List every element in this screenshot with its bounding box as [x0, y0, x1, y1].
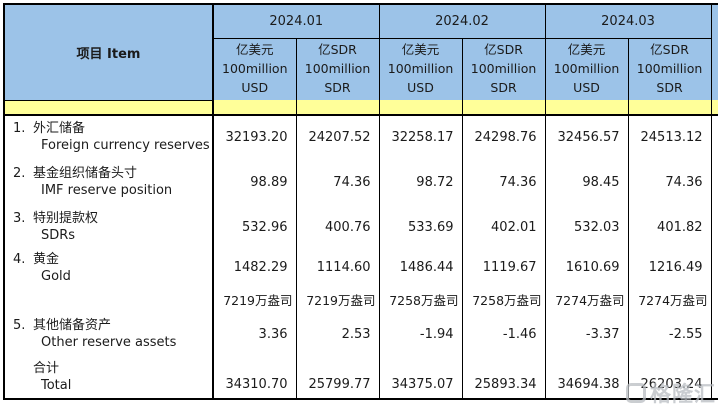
- cell-value: 7274万盎司: [627, 286, 712, 313]
- cell-value: 7219万盎司: [212, 286, 297, 313]
- cell-value: -1.94: [378, 312, 463, 356]
- cell-value: 1114.60: [295, 248, 380, 287]
- cell-value: 24513.12: [627, 114, 712, 159]
- table-row-gold-ounces: 7219万盎司 7219万盎司 7258万盎司 7258万盎司 7274万盎司 …: [3, 286, 718, 313]
- cell-value: 32456.57: [544, 114, 629, 159]
- row-label: 合计 Total: [3, 355, 214, 399]
- unit-header-usd-03: 亿美元 100million USD: [544, 37, 629, 100]
- table-row-sdrs: 3. 特别提款权 SDRs 532.96 400.76 533.69 402.01…: [3, 205, 718, 249]
- table-row-foreign-currency-reserves: 1. 外汇储备 Foreign currency reserves 32193.2…: [3, 114, 718, 159]
- cell-value: 1216.49: [627, 248, 712, 287]
- cell-value: -2.55: [627, 312, 712, 356]
- cell-value: 1486.44: [378, 248, 463, 287]
- cell-value: 3.36: [212, 312, 297, 356]
- cell-value: 25893.34: [461, 355, 546, 399]
- cell-value: 32193.20: [212, 114, 297, 159]
- cell-value: 400.76: [295, 205, 380, 249]
- row-label: [3, 286, 214, 313]
- cell-value: 7274万盎司: [544, 286, 629, 313]
- cell-value: 98.72: [378, 158, 463, 206]
- unit-header-row: 亿美元 100million USD 亿SDR 100million SDR 亿…: [4, 37, 718, 100]
- item-column-header: 项目 Item: [3, 3, 214, 101]
- table-row-gold: 4. 黄金 Gold 1482.29 1114.60 1486.44 1119.6…: [3, 248, 718, 287]
- unit-header-usd-02: 亿美元 100million USD: [378, 37, 463, 100]
- cell-value: 7258万盎司: [461, 286, 546, 313]
- cell-value: 7219万盎司: [295, 286, 380, 313]
- cell-value: 74.36: [461, 158, 546, 206]
- cell-value: 532.03: [544, 205, 629, 249]
- cell-value: 533.69: [378, 205, 463, 249]
- cell-value: 24298.76: [461, 114, 546, 159]
- unit-header-sdr-02: 亿SDR 100million SDR: [461, 37, 546, 100]
- row-label: 2. 基金组织储备头寸 IMF reserve position: [3, 158, 214, 206]
- cell-value: 26203.24: [627, 355, 712, 399]
- cell-value: 1482.29: [212, 248, 297, 287]
- cell-value: 1610.69: [544, 248, 629, 287]
- row-label: 3. 特别提款权 SDRs: [3, 205, 214, 249]
- cell-value: 98.45: [544, 158, 629, 206]
- cell-value: 25799.77: [295, 355, 380, 399]
- cell-value: 34375.07: [378, 355, 463, 399]
- cell-value: 401.82: [627, 205, 712, 249]
- cell-value: 74.36: [627, 158, 712, 206]
- unit-header-sdr-03: 亿SDR 100million SDR: [627, 37, 712, 100]
- cell-value: 24207.52: [295, 114, 380, 159]
- row-label: 5. 其他储备资产 Other reserve assets: [3, 312, 214, 356]
- cell-value: 34310.70: [212, 355, 297, 399]
- row-label: 1. 外汇储备 Foreign currency reserves: [3, 114, 214, 159]
- foreign-reserves-table: 项目 Item 2024.01 2024.02 2024.03 亿美元 100m…: [3, 3, 718, 400]
- cell-value: 2.53: [295, 312, 380, 356]
- cell-value: 34694.38: [544, 355, 629, 399]
- cell-value: 532.96: [212, 205, 297, 249]
- cell-value: 98.89: [212, 158, 297, 206]
- unit-header-sdr-01: 亿SDR 100million SDR: [295, 37, 380, 100]
- yellow-separator-row: [3, 100, 718, 116]
- cell-value: -3.37: [544, 312, 629, 356]
- month-header-2024-01: 2024.01: [212, 3, 380, 39]
- month-header-2024-03: 2024.03: [544, 3, 712, 39]
- month-header-row: 项目 Item 2024.01 2024.02 2024.03: [3, 3, 718, 101]
- row-label: 4. 黄金 Gold: [3, 248, 214, 287]
- cell-value: 74.36: [295, 158, 380, 206]
- cell-value: 1119.67: [461, 248, 546, 287]
- next-month-column-cut: [710, 3, 718, 100]
- table-row-total: 合计 Total 34310.70 25799.77 34375.07 2589…: [3, 355, 718, 399]
- cell-value: 402.01: [461, 205, 546, 249]
- unit-header-usd-01: 亿美元 100million USD: [212, 37, 297, 100]
- table-row-imf-reserve-position: 2. 基金组织储备头寸 IMF reserve position 98.89 74…: [3, 158, 718, 206]
- cell-value: 32258.17: [378, 114, 463, 159]
- cell-value: 7258万盎司: [378, 286, 463, 313]
- cell-value: -1.46: [461, 312, 546, 356]
- month-header-2024-02: 2024.02: [378, 3, 546, 39]
- table-row-other-reserve-assets: 5. 其他储备资产 Other reserve assets 3.36 2.53 …: [3, 312, 718, 356]
